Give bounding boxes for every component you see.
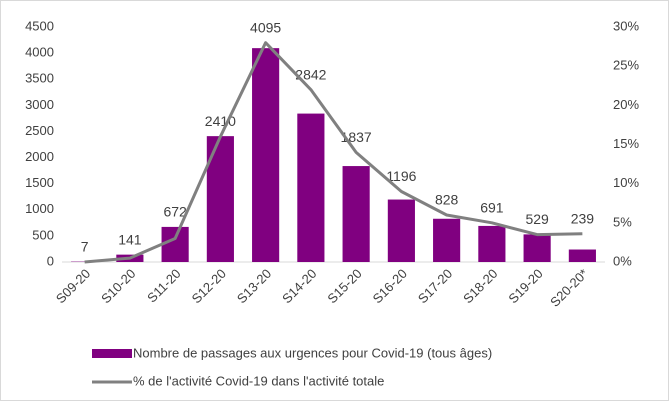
data-label: 1196 <box>386 168 416 184</box>
data-label: 7 <box>81 238 89 254</box>
data-label: 828 <box>435 192 459 208</box>
y-tick-label: 0 <box>47 253 54 268</box>
data-label: 2842 <box>295 66 326 82</box>
y-tick-label: 1500 <box>25 175 54 190</box>
bar <box>478 225 506 262</box>
legend-label: % de l'activité Covid-19 dans l'activité… <box>133 373 384 388</box>
bar <box>342 166 370 262</box>
y-tick-label: 4500 <box>25 18 54 33</box>
y-tick-label: 2500 <box>25 123 54 138</box>
legend-swatch <box>92 349 132 358</box>
bar <box>297 113 325 262</box>
y-tick-label: 500 <box>32 227 54 242</box>
y2-tick-label: 15% <box>613 136 639 151</box>
y2-tick-label: 10% <box>613 175 639 190</box>
y-tick-label: 3500 <box>25 71 54 86</box>
data-label: 529 <box>525 211 549 227</box>
y-tick-label: 1000 <box>25 201 54 216</box>
bar <box>252 48 280 263</box>
bar <box>523 234 551 262</box>
data-label: 691 <box>480 200 504 216</box>
bar <box>387 199 415 262</box>
data-label: 141 <box>118 231 142 247</box>
bar <box>161 226 189 262</box>
y-tick-label: 3000 <box>25 97 54 112</box>
y2-tick-label: 0% <box>613 253 632 268</box>
bar <box>568 249 596 262</box>
line <box>84 41 583 264</box>
data-label: 239 <box>571 211 595 227</box>
y2-tick-label: 20% <box>613 97 639 112</box>
bar <box>433 218 461 262</box>
y2-tick-label: 25% <box>613 58 639 73</box>
legend-label: Nombre de passages aux urgences pour Cov… <box>133 345 492 360</box>
y2-tick-label: 5% <box>613 214 632 229</box>
y2-tick-label: 30% <box>613 18 639 33</box>
data-label: 4095 <box>250 19 281 35</box>
data-label: 672 <box>163 204 187 220</box>
y-tick-label: 4000 <box>25 45 54 60</box>
y-tick-label: 2000 <box>25 149 54 164</box>
